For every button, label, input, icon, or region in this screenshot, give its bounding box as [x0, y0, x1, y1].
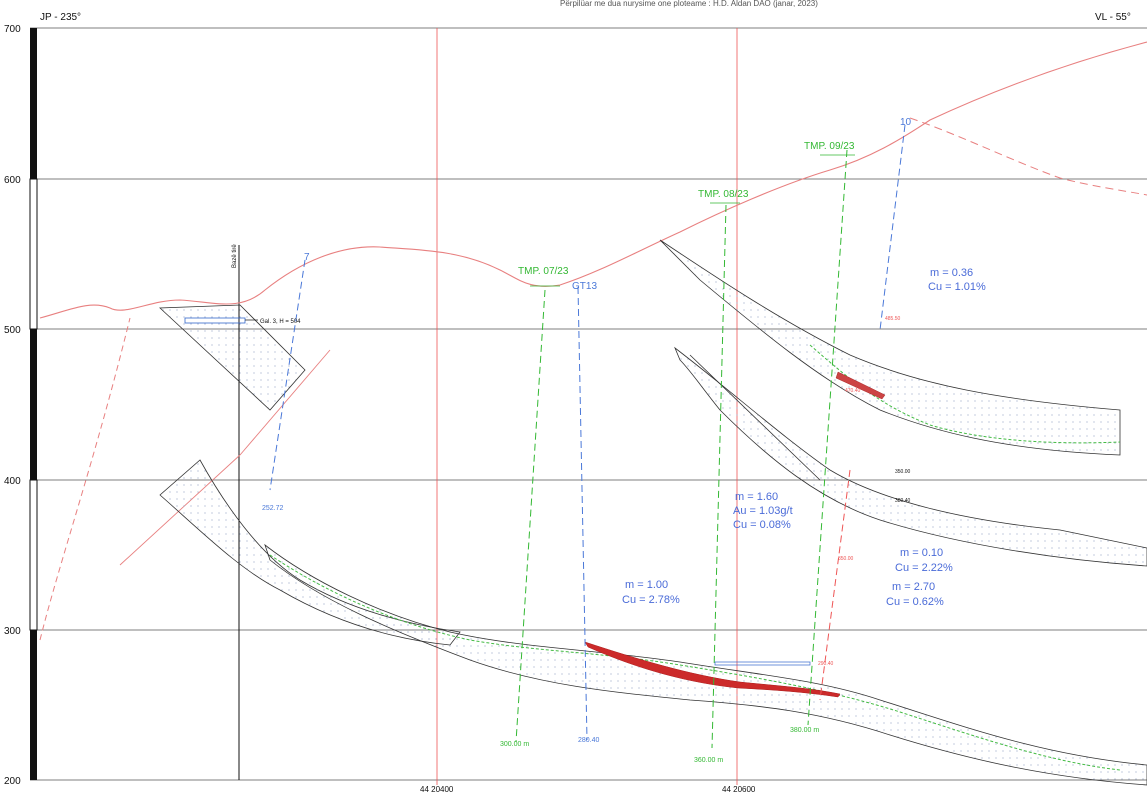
- gallery-label: Gal. 3, H = 504: [260, 319, 301, 325]
- small-red-2: 470.40: [845, 388, 861, 394]
- topography-dashed: [39, 317, 131, 641]
- bottom-label-gt13: 280.40: [578, 737, 600, 744]
- gallery-box-lower: [714, 661, 811, 666]
- y-tick-700: 700: [4, 24, 21, 35]
- y-axis-labels: 700 600 500 400 300 200: [4, 24, 21, 787]
- upper-right-green-trace: [809, 344, 1121, 444]
- baseline-label: Bazë tirë: [232, 244, 238, 268]
- drawing-title: Përpilüar me dua nurysime one ploteame :…: [560, 0, 818, 8]
- annotation-1-line2: Cu = 1.01%: [928, 281, 986, 293]
- y-tick-500: 500: [4, 325, 21, 336]
- fault-left-upper: [239, 349, 331, 456]
- small-red-3: 350.00: [838, 556, 854, 562]
- drillhole-red: [819, 469, 851, 701]
- label-tmp08: TMP. 08/23: [698, 189, 749, 200]
- label-tmp07: TMP. 07/23: [518, 266, 569, 277]
- left-lower-zone: [159, 459, 461, 646]
- main-lower-green-trace: [269, 554, 1121, 771]
- annotation-5-line1: m = 1.00: [625, 579, 668, 591]
- main-lower-band: [264, 543, 1147, 786]
- ore-body: [584, 641, 841, 698]
- y-tick-200: 200: [4, 776, 21, 787]
- drillhole-tmp07: [515, 289, 546, 743]
- label-tmp09: TMP. 09/23: [804, 141, 855, 152]
- annotation-3-line1: m = 0.10: [900, 547, 943, 559]
- y-tick-600: 600: [4, 175, 21, 186]
- bottom-label-tmp09: 380.00 m: [790, 727, 819, 734]
- left-upper-zone: [159, 304, 306, 411]
- small-red-1: 485.50: [885, 316, 901, 322]
- annotation-3-line2: Cu = 2.22%: [895, 562, 953, 574]
- annotation-5-line2: Cu = 2.78%: [622, 594, 680, 606]
- drillhole-gt13: [577, 286, 588, 741]
- topography-line: [39, 41, 1147, 319]
- annotation-2-line3: Cu = 0.08%: [733, 519, 791, 531]
- gallery-box: [184, 317, 246, 324]
- fault-right-dashed: [909, 117, 1147, 196]
- small-label-b: 380.40: [895, 498, 911, 504]
- depth-label-7: 252.72: [262, 505, 284, 512]
- grade-annotations: m = 0.36 Cu = 1.01% m = 1.60 Au = 1.03g/…: [622, 267, 986, 608]
- label-hole-7: 7: [304, 252, 310, 263]
- upper-right-ore: [835, 371, 886, 400]
- drillhole-7: [269, 259, 306, 491]
- annotation-2-line2: Au = 1.03g/t: [733, 505, 793, 517]
- right-orientation: VL - 55°: [1095, 12, 1131, 23]
- upper-right-band: [659, 239, 1121, 456]
- depth-labels: 252.72 300.00 m 280.40 360.00 m 380.00 m…: [262, 316, 911, 764]
- label-gt13: GT13: [572, 281, 597, 292]
- drillhole-tmp09: [807, 149, 848, 726]
- bottom-label-tmp07: 300.00 m: [500, 741, 529, 748]
- annotation-4-line2: Cu = 0.62%: [886, 596, 944, 608]
- drillhole-labels: TMP. 07/23 TMP. 08/23 TMP. 09/23 GT13 7 …: [304, 117, 912, 292]
- drillhole-tmp08: [711, 204, 727, 749]
- left-orientation: JP - 235°: [40, 12, 81, 23]
- y-tick-400: 400: [4, 476, 21, 487]
- x-tick-20600: 44 20600: [722, 785, 756, 794]
- y-tick-300: 300: [4, 626, 21, 637]
- middle-right-band: [674, 346, 1147, 567]
- drillhole-10: [879, 124, 906, 331]
- scale-bar: [29, 28, 38, 780]
- label-hole-10: 10: [900, 117, 912, 128]
- annotation-4-line1: m = 2.70: [892, 581, 935, 593]
- small-red-4: 290.40: [818, 661, 834, 667]
- bottom-label-tmp08: 360.00 m: [694, 757, 723, 764]
- annotation-2-line1: m = 1.60: [735, 491, 778, 503]
- small-label-a: 350.00: [895, 469, 911, 475]
- annotation-1-line1: m = 0.36: [930, 267, 973, 279]
- drillholes: [269, 124, 906, 749]
- x-tick-20400: 44 20400: [420, 785, 454, 794]
